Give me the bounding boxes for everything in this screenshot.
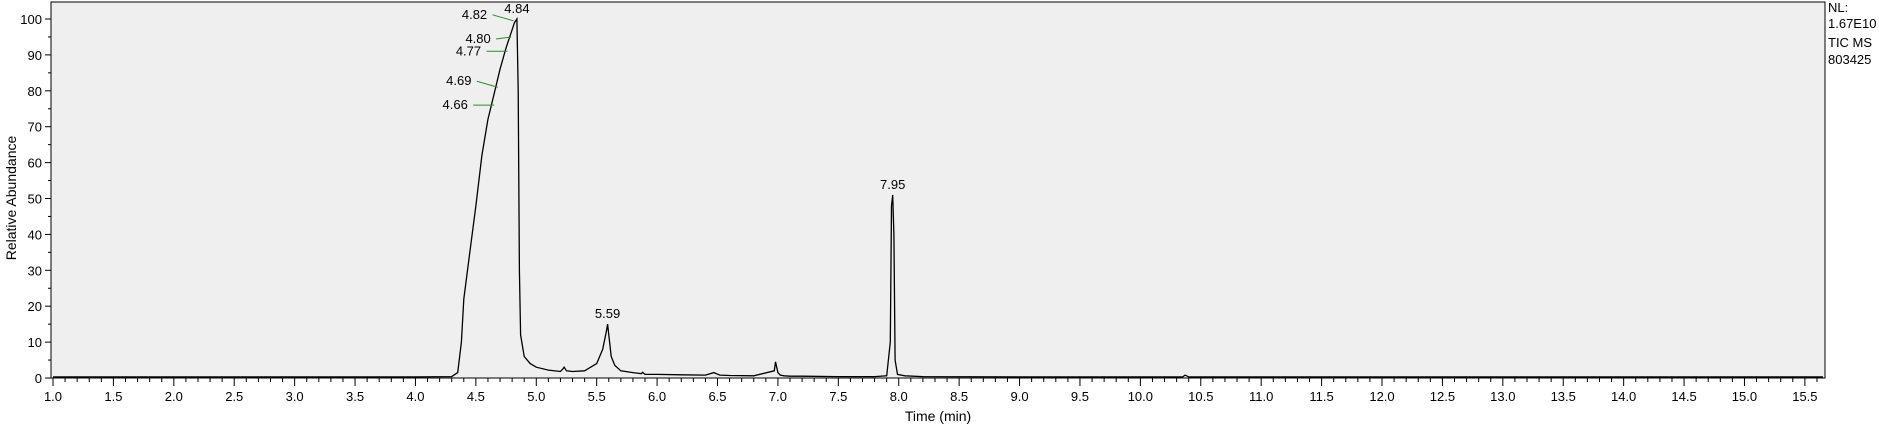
y-tick-label: 50 — [28, 192, 42, 207]
x-tick-label: 15.0 — [1732, 389, 1757, 404]
x-tick-label: 2.5 — [225, 389, 243, 404]
x-tick-label: 3.0 — [286, 389, 304, 404]
peak-label: 4.66 — [443, 97, 468, 112]
y-tick-label: 60 — [28, 156, 42, 171]
x-tick-label: 8.0 — [890, 389, 908, 404]
x-tick-label: 10.0 — [1128, 389, 1153, 404]
y-tick-label: 40 — [28, 227, 42, 242]
x-tick-label: 5.0 — [527, 389, 545, 404]
x-tick-label: 2.0 — [165, 389, 183, 404]
x-tick-label: 5.5 — [588, 389, 606, 404]
x-tick-label: 15.5 — [1792, 389, 1817, 404]
info-line-scan-filter: TIC MS — [1828, 35, 1872, 50]
info-block: NL: 1.67E10 TIC MS 803425 — [1828, 0, 1876, 67]
info-line-sample-id: 803425 — [1828, 52, 1871, 67]
y-tick-label: 30 — [28, 263, 42, 278]
x-axis-title: Time (min) — [905, 408, 971, 424]
x-tick-label: 11.0 — [1249, 389, 1273, 404]
x-tick-label: 9.0 — [1011, 389, 1029, 404]
x-tick-label: 12.0 — [1369, 389, 1394, 404]
x-tick-label: 7.5 — [829, 389, 847, 404]
x-tick-label: 6.0 — [648, 389, 666, 404]
peak-label: 4.69 — [446, 73, 471, 88]
y-tick-label: 20 — [28, 299, 42, 314]
peak-leader-line — [476, 80, 498, 88]
peak-leader-line — [496, 36, 512, 40]
peak-label: 4.80 — [465, 31, 490, 46]
tic-trace-line — [53, 16, 1823, 378]
x-tick-label: 4.0 — [406, 389, 424, 404]
peak-label: 4.84 — [504, 1, 529, 16]
x-tick-label: 12.5 — [1430, 389, 1455, 404]
y-tick-label: 100 — [20, 12, 42, 27]
x-tick-label: 9.5 — [1071, 389, 1089, 404]
x-tick-label: 10.5 — [1188, 389, 1213, 404]
peak-label: 4.82 — [462, 7, 487, 22]
x-tick-label: 14.5 — [1671, 389, 1696, 404]
y-tick-label: 0 — [35, 371, 42, 386]
info-line-nl: NL: — [1828, 0, 1848, 15]
x-tick-label: 4.5 — [467, 389, 485, 404]
x-tick-label: 1.5 — [104, 389, 122, 404]
peak-labels: 4.84 4.82 4.804.77 4.69 4.66 5.59 7.95 — [443, 1, 906, 321]
x-tick-label: 13.5 — [1551, 389, 1576, 404]
peak-label: 5.59 — [595, 306, 620, 321]
x-tick-label: 11.5 — [1309, 389, 1333, 404]
x-tick-label: 6.5 — [708, 389, 726, 404]
x-tick-label: 14.0 — [1611, 389, 1636, 404]
info-line-nl-value: 1.67E10 — [1828, 16, 1876, 31]
y-tick-label: 10 — [28, 335, 42, 350]
x-tick-label: 3.5 — [346, 389, 364, 404]
peak-label: 4.77 — [456, 43, 481, 58]
plot-area — [50, 1, 1826, 379]
peak-leader-line — [492, 14, 514, 22]
peak-label: 7.95 — [880, 177, 905, 192]
y-tick-label: 80 — [28, 84, 42, 99]
x-tick-label: 13.0 — [1490, 389, 1515, 404]
x-tick-label: 8.5 — [950, 389, 968, 404]
y-axis-title: Relative Abundance — [3, 136, 19, 261]
x-axis: 1.0 1.5 2.0 2.5 3.0 3.5 4.0 4.5 5.0 5.5 6.0 6.5 7.0 7… — [44, 378, 1818, 404]
y-tick-label: 70 — [28, 120, 42, 135]
x-tick-label: 7.0 — [769, 389, 787, 404]
y-axis: 0 10 20 30 40 50 60 70 80 90 100 — [20, 12, 51, 386]
x-tick-label: 1.0 — [44, 389, 62, 404]
y-tick-label: 90 — [28, 48, 42, 63]
